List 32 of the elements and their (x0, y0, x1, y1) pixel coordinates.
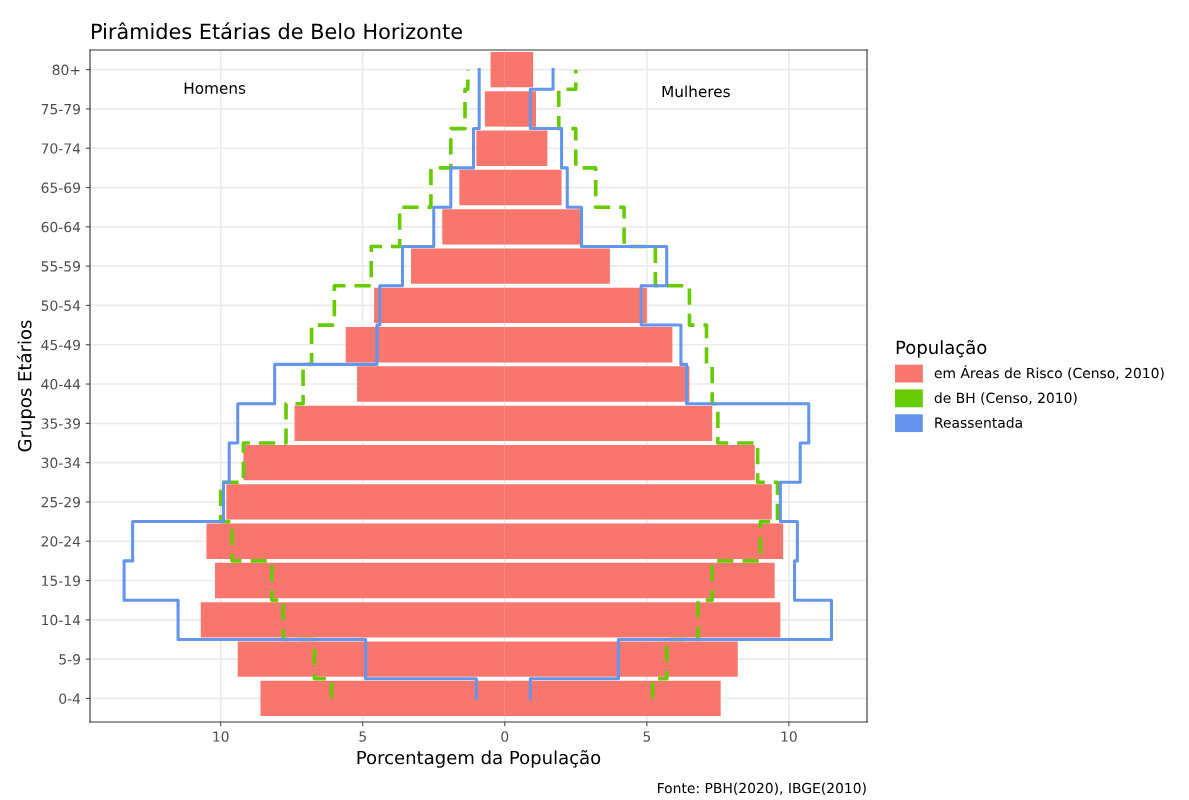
y-tick-label: 65-69 (41, 182, 80, 194)
legend-label: Reassentada (935, 417, 1022, 428)
source-note: Fonte: PBH(2020), IBGE(2010) (658, 782, 866, 795)
x-tick-label: 10 (781, 731, 797, 742)
x-tick-label: 5 (359, 731, 366, 742)
y-tick-label: 20-24 (41, 536, 81, 547)
y-tick-label: 75-79 (41, 103, 80, 115)
x-tick-label: 5 (643, 731, 651, 742)
x-tick-label: 0 (501, 731, 509, 742)
annotation: Mulheres (662, 85, 730, 98)
y-tick-label: 50-54 (41, 300, 81, 311)
y-tick-label: 10-14 (42, 614, 81, 626)
annotation: Homens (184, 82, 246, 94)
y-tick-label: 30-34 (41, 457, 81, 469)
chart-title: Pirâmides Etárias de Belo Horizonte (92, 22, 462, 40)
y-tick-label: 55-59 (41, 261, 80, 272)
y-tick-label: 70-74 (41, 143, 81, 154)
y-axis-title: Grupos Etários (16, 320, 36, 452)
y-tick-label: 80+ (52, 64, 80, 76)
x-tick-label: 10 (213, 731, 229, 742)
legend-label: de BH (Censo, 2010) (934, 392, 1077, 405)
legend-title: População (896, 339, 987, 358)
y-tick-label: 45-49 (41, 339, 80, 351)
y-tick-label: 5-9 (59, 654, 80, 665)
y-tick-label: 0-4 (59, 693, 81, 704)
y-tick-label: 15-19 (42, 575, 80, 586)
y-tick-label: 60-64 (41, 221, 81, 233)
y-tick-label: 25-29 (41, 496, 80, 508)
y-tick-label: 40-44 (41, 379, 81, 390)
legend-label: em Áreas de Risco (Censo, 2010) (934, 365, 1164, 380)
y-tick-label: 35-39 (41, 418, 80, 429)
x-axis-title: Porcentagem da População (357, 750, 601, 768)
